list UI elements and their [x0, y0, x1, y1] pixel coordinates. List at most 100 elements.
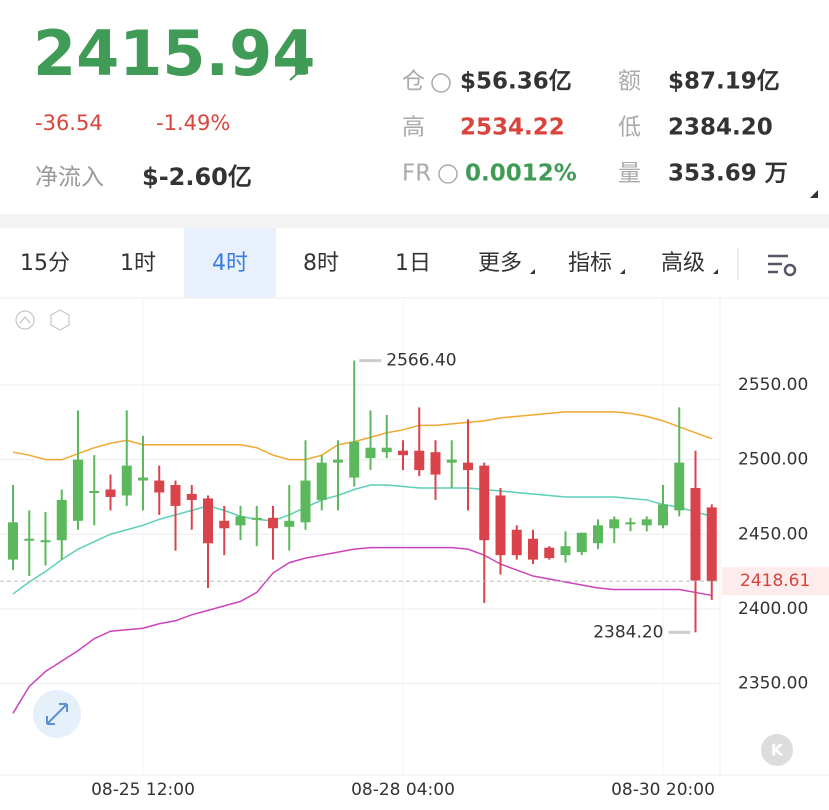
stat-label: 高 [402, 115, 425, 141]
info-icon[interactable] [431, 73, 451, 93]
y-tick-label: 2350.00 [738, 673, 808, 693]
active-tab-bg [184, 228, 276, 298]
y-tick-label: 2550.00 [738, 375, 808, 395]
candle-body [121, 465, 132, 496]
y-tick-label: 2500.00 [738, 450, 808, 470]
tab[interactable]: 15分 [20, 251, 70, 276]
candle-body [284, 520, 295, 527]
candle-body [674, 462, 685, 511]
candle-body [365, 447, 376, 459]
candle-body [495, 495, 506, 556]
candle-body [544, 547, 555, 559]
stat-value: 353.69 万 [668, 161, 788, 187]
candle-body [398, 450, 408, 456]
collapse-chevron [19, 316, 31, 324]
candle-body [528, 538, 538, 560]
candle-body [24, 538, 35, 541]
candle-body [8, 522, 18, 560]
candle-body [219, 520, 230, 529]
candle-body [268, 517, 278, 529]
candle-body [511, 529, 522, 556]
plot: 2350.00 2400.00 2450.00 2500.00 2550.00 08-25… [0, 300, 829, 800]
netflow-value: $-2.60亿 [142, 163, 252, 191]
stat-label: 仓 [402, 69, 425, 95]
icon-gear [783, 263, 797, 277]
stat-label: 额 [618, 69, 641, 95]
candle-body [706, 507, 717, 582]
candle-body [235, 516, 246, 526]
band-line [12, 546, 712, 714]
candle-body [56, 499, 67, 541]
band-line [12, 411, 713, 461]
stat-value: $56.36亿 [460, 69, 572, 95]
change: -36.54 [35, 111, 103, 135]
tab[interactable]: 1时 [120, 251, 156, 276]
k-button[interactable] [761, 734, 793, 766]
candle-body [641, 519, 652, 526]
netflow-label: 净流入 [35, 165, 104, 191]
x-tick-label: 08-30 20:00 [611, 780, 715, 800]
k-button-label: K [771, 741, 784, 760]
candle-body [381, 447, 392, 453]
candle-body [170, 485, 181, 506]
low-label: 2384.20 [593, 622, 663, 642]
candle-body [576, 532, 587, 553]
candle-body [138, 477, 148, 481]
fullscreen-icon [46, 703, 68, 725]
up-arrow [289, 64, 308, 81]
price: 2415.94 [33, 17, 315, 90]
expand-corner[interactable] [810, 190, 818, 198]
stat-value: 2384.20 [668, 115, 773, 141]
tab[interactable]: 高级 [661, 251, 705, 276]
x-tick-label: 08-25 12:00 [91, 780, 195, 800]
candle-body [300, 480, 311, 523]
candle-body [89, 490, 100, 493]
candle-body [316, 462, 327, 500]
candle-body [333, 459, 343, 463]
tab[interactable]: 1日 [395, 251, 431, 276]
candle-body [690, 488, 701, 581]
candle-body [446, 459, 457, 463]
band-line [12, 484, 712, 595]
candle-body [609, 519, 620, 529]
last-price-label: 2418.61 [740, 571, 810, 591]
settings-hex[interactable] [50, 309, 70, 331]
tab[interactable]: 指标 [568, 251, 612, 276]
settings-icon[interactable] [768, 254, 797, 277]
change-pct: -1.49% [156, 111, 230, 135]
candle-body [463, 462, 473, 471]
candle-body [186, 493, 197, 500]
y-tick-label: 2450.00 [738, 524, 808, 544]
last-price-bg [722, 567, 829, 596]
candle-body [414, 450, 425, 471]
info-icon[interactable] [438, 164, 458, 184]
high-label: 2566.40 [386, 351, 456, 371]
stat-value: $87.19亿 [668, 69, 780, 95]
y-tick-label: 2400.00 [738, 599, 808, 619]
candle-body [593, 525, 603, 544]
candle-body [203, 498, 213, 544]
info-icons [431, 73, 458, 184]
tab[interactable]: 8时 [303, 251, 339, 276]
tab[interactable]: 4时 [212, 251, 248, 276]
stat-label: FR [402, 161, 431, 187]
tab[interactable]: 更多 [478, 251, 522, 276]
dropdown-caret [620, 269, 625, 274]
separator [0, 214, 829, 228]
candle-body [40, 540, 51, 543]
stat-label: 量 [618, 161, 641, 187]
candle-body [105, 489, 116, 497]
candle-body [154, 480, 165, 493]
x-tick-label: 08-28 04:00 [351, 780, 455, 800]
stat-value: 0.0012% [465, 161, 577, 187]
stat-label: 低 [618, 115, 641, 141]
candle-body [625, 522, 636, 525]
candle-body [479, 465, 490, 541]
collapse-icon[interactable] [15, 310, 35, 330]
candle-body [560, 546, 571, 556]
stat-value: 2534.22 [460, 115, 565, 141]
candle-body [251, 517, 262, 520]
candle-body [430, 452, 441, 475]
